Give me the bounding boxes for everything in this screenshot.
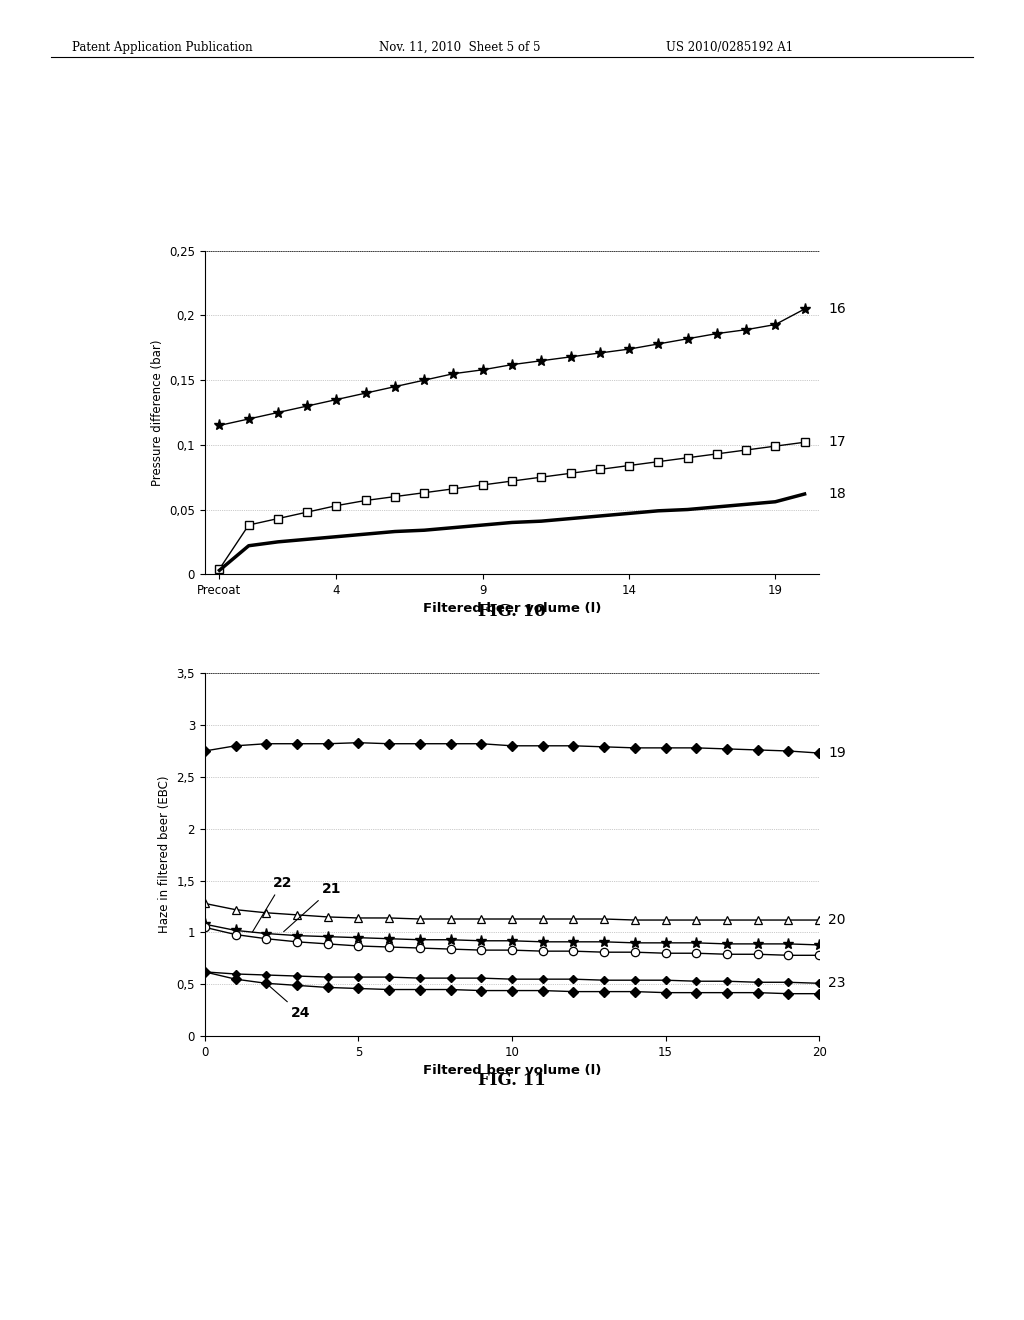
X-axis label: Filtered beer volume (l): Filtered beer volume (l) [423, 602, 601, 615]
Text: FIG. 10: FIG. 10 [478, 603, 546, 620]
Text: 24: 24 [268, 985, 310, 1020]
Text: US 2010/0285192 A1: US 2010/0285192 A1 [666, 41, 793, 54]
Text: 23: 23 [828, 977, 846, 990]
Y-axis label: Haze in filtered beer (EBC): Haze in filtered beer (EBC) [158, 776, 171, 933]
Text: Patent Application Publication: Patent Application Publication [72, 41, 252, 54]
Text: 18: 18 [828, 487, 846, 502]
Text: 16: 16 [828, 302, 846, 315]
Text: 20: 20 [828, 913, 846, 927]
Text: 22: 22 [252, 875, 292, 932]
Text: Nov. 11, 2010  Sheet 5 of 5: Nov. 11, 2010 Sheet 5 of 5 [379, 41, 541, 54]
Text: 21: 21 [284, 882, 341, 932]
Text: FIG. 11: FIG. 11 [478, 1072, 546, 1089]
X-axis label: Filtered beer volume (l): Filtered beer volume (l) [423, 1064, 601, 1077]
Text: 19: 19 [828, 746, 846, 760]
Text: 17: 17 [828, 436, 846, 449]
Y-axis label: Pressure difference (bar): Pressure difference (bar) [151, 339, 164, 486]
